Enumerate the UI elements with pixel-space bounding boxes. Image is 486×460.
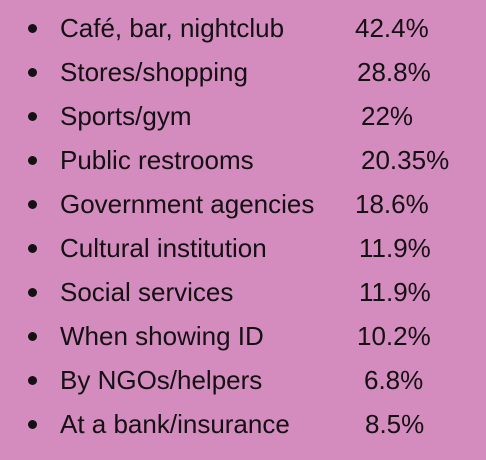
item-value: 6.8%: [364, 365, 424, 395]
bullet: [28, 112, 37, 121]
list-item: Public restrooms 20.35%: [0, 138, 486, 182]
list-item: By NGOs/helpers 6.8%: [0, 358, 486, 402]
item-value: 10.2%: [357, 321, 431, 351]
item-value: 20.35%: [361, 145, 450, 175]
item-label: Café, bar, nightclub: [60, 13, 285, 43]
bullet: [28, 332, 37, 341]
item-value: 11.9%: [359, 277, 431, 307]
list-item: Social services 11.9%: [0, 270, 486, 314]
item-label: When showing ID: [60, 321, 264, 351]
list-item: Government agencies 18.6%: [0, 182, 486, 226]
item-label: Cultural institution: [60, 233, 267, 263]
list-item: Stores/shopping 28.8%: [0, 50, 486, 94]
list-item: When showing ID 10.2%: [0, 314, 486, 358]
list-item: Cultural institution 11.9%: [0, 226, 486, 270]
item-label: Public restrooms: [60, 145, 254, 175]
bullet: [28, 376, 37, 385]
bullet: [28, 68, 37, 77]
item-label: Stores/shopping: [60, 57, 248, 87]
item-value: 28.8%: [357, 57, 431, 87]
list-item: Café, bar, nightclub 42.4%: [0, 6, 486, 50]
item-value: 8.5%: [365, 409, 425, 439]
item-label: Government agencies: [60, 189, 315, 219]
list-item: Sports/gym 22%: [0, 94, 486, 138]
bullet: [28, 200, 37, 209]
list-item: At a bank/insurance 8.5%: [0, 402, 486, 446]
item-label: By NGOs/helpers: [60, 365, 263, 395]
bullet: [28, 420, 37, 429]
item-label: At a bank/insurance: [60, 409, 290, 439]
item-value: 42.4%: [355, 13, 429, 43]
item-value: 18.6%: [355, 189, 429, 219]
bullet: [28, 244, 37, 253]
bullet: [28, 288, 37, 297]
item-label: Social services: [60, 277, 234, 307]
bullet: [28, 156, 37, 165]
bullet: [28, 24, 37, 33]
item-label: Sports/gym: [60, 101, 192, 131]
item-value: 11.9%: [359, 233, 431, 263]
item-value: 22%: [361, 101, 414, 131]
